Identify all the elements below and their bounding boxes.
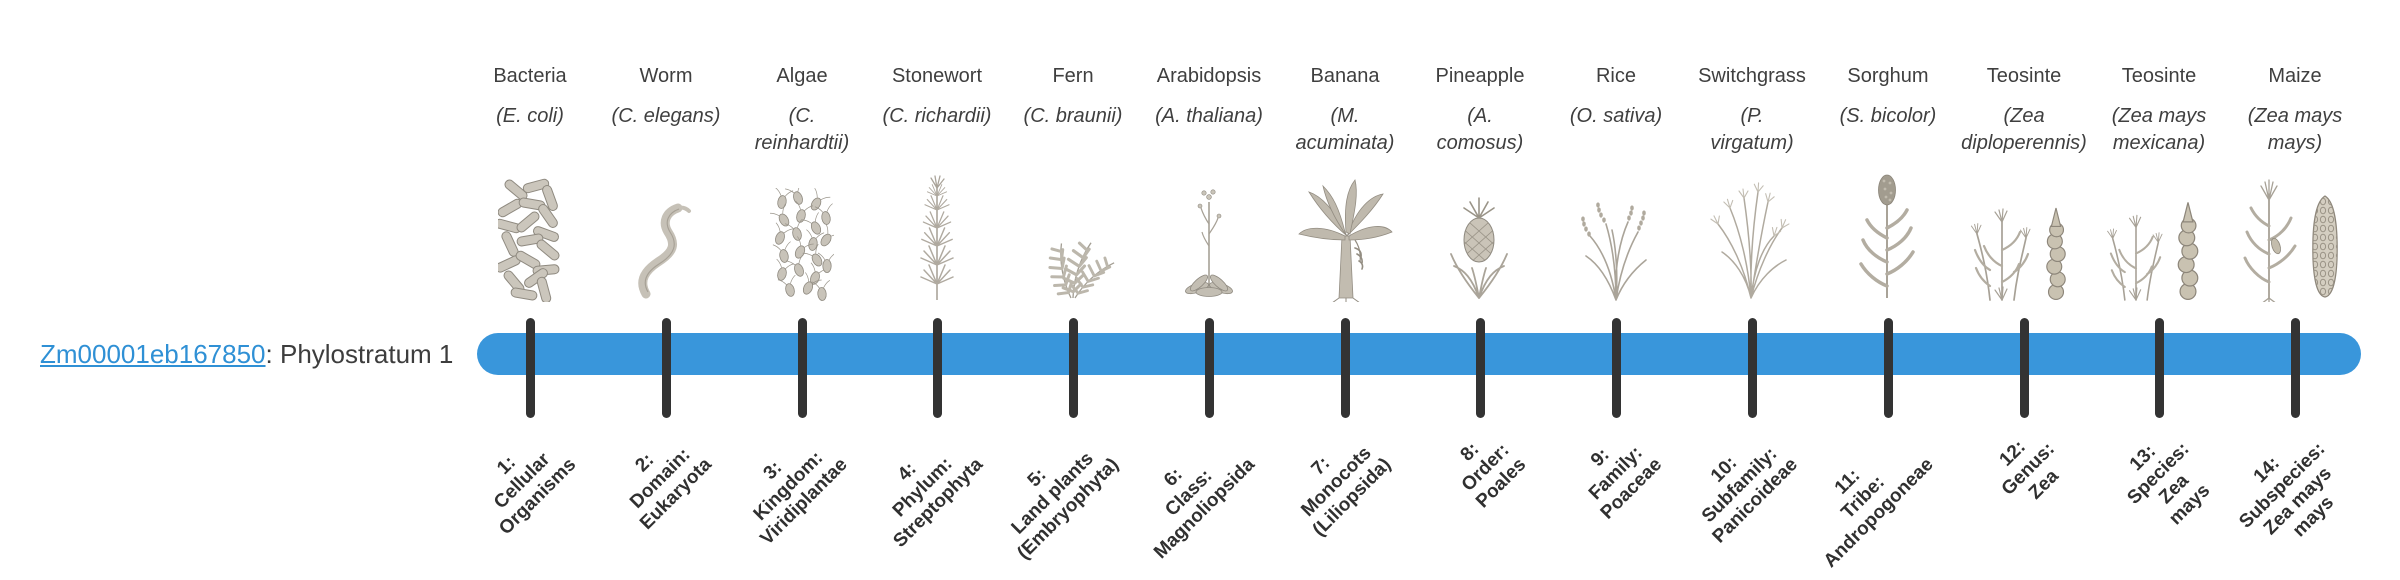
gene-link[interactable]: Zm00001eb167850 <box>40 339 266 369</box>
phylostratum-bar <box>477 333 2361 375</box>
tick-mark <box>1748 318 1757 418</box>
organism-name: Teosinte <box>2121 65 2197 87</box>
tick-mark <box>1341 318 1350 418</box>
rank-label: 8: Order: Poales <box>1456 438 1530 513</box>
organism-name: Sorghum <box>1847 65 1929 87</box>
tick-mark <box>933 318 942 418</box>
teosinte-diploperennis-illustration <box>1954 160 2094 302</box>
organism-species: (C. braunii) <box>1023 105 1123 127</box>
organism-label: Banana (M. acuminata) <box>1260 64 1430 157</box>
tick-mark <box>2020 318 2029 418</box>
organism-label: Maize (Zea mays mays) <box>2210 64 2380 157</box>
phylostratum-text: : Phylostratum 1 <box>265 339 454 369</box>
organism-name: Banana <box>1310 65 1380 87</box>
rank-label: 1: Cellular Organisms <box>489 449 580 540</box>
fern-illustration <box>1003 160 1143 302</box>
tick-mark <box>1612 318 1621 418</box>
tick-mark <box>1884 318 1893 418</box>
bacteria-illustration <box>460 160 600 302</box>
organism-species: (C. reinhardtii) <box>754 105 850 154</box>
tick-mark <box>2291 318 2300 418</box>
algae-illustration <box>732 160 872 302</box>
switchgrass-illustration <box>1682 160 1822 302</box>
organism-name: Worm <box>639 65 693 87</box>
organism-name: Maize <box>2268 65 2322 87</box>
organism-species: (O. sativa) <box>1569 105 1663 127</box>
rank-label: 6: Class: Magnoliopsida <box>1150 454 1259 564</box>
organism-name: Fern <box>1052 65 1094 87</box>
rank-label: 14: Subspecies: Zea mays mays <box>2235 438 2339 542</box>
organism-label: Teosinte (Zea diploperennis) <box>1939 64 2109 157</box>
organism-name: Teosinte <box>1986 65 2062 87</box>
organism-label: Fern (C. braunii) <box>988 64 1158 130</box>
rank-label: 2: Domain: Eukaryota <box>626 444 716 534</box>
rank-label: 3: Kingdom: Viridiplantae <box>750 447 852 550</box>
organism-species: (P. virgatum) <box>1710 105 1794 154</box>
maize-illustration <box>2225 160 2365 302</box>
worm-illustration <box>596 160 736 302</box>
banana-illustration <box>1275 160 1415 302</box>
organism-species: (C. elegans) <box>611 105 721 127</box>
rank-label: 5: Land plants (Embryophyta) <box>1007 448 1123 564</box>
tick-mark <box>2155 318 2164 418</box>
organism-species: (Zea mays mexicana) <box>2111 105 2207 154</box>
rank-label: 7: Monocots (Liliopsida) <box>1297 442 1395 541</box>
organism-name: Bacteria <box>493 65 567 87</box>
organism-label: Algae (C. reinhardtii) <box>717 64 887 157</box>
teosinte-mexicana-illustration <box>2089 160 2229 302</box>
rank-label: 12: Genus: Zea <box>1995 436 2063 504</box>
organism-species: (C. richardii) <box>882 105 992 127</box>
organism-label: Sorghum (S. bicolor) <box>1803 64 1973 130</box>
rank-label: 10: Subfamily: Panicoideae <box>1698 443 1802 548</box>
organism-species: (E. coli) <box>496 105 564 127</box>
organism-label: Pineapple (A. comosus) <box>1395 64 1565 157</box>
organism-label: Bacteria (E. coli) <box>445 64 615 130</box>
organism-label: Switchgrass (P. virgatum) <box>1667 64 1837 157</box>
rice-illustration <box>1546 160 1686 302</box>
sorghum-illustration <box>1818 160 1958 302</box>
organism-name: Arabidopsis <box>1156 65 1262 87</box>
organism-name: Algae <box>776 65 828 87</box>
tick-mark <box>1069 318 1078 418</box>
rank-label: 9: Family: Poaceae <box>1584 442 1666 524</box>
organism-species: (Zea diploperennis) <box>1961 105 2087 154</box>
organism-label: Teosinte (Zea mays mexicana) <box>2074 64 2244 157</box>
organism-species: (S. bicolor) <box>1839 105 1937 127</box>
organism-label: Rice (O. sativa) <box>1531 64 1701 130</box>
tick-mark <box>526 318 535 418</box>
organism-species: (Zea mays mays) <box>2247 105 2343 154</box>
rank-label: 4: Phylum: Streptophyta <box>888 453 987 552</box>
organism-species: (A. comosus) <box>1436 105 1524 154</box>
tick-mark <box>798 318 807 418</box>
tick-mark <box>662 318 671 418</box>
stonewort-illustration <box>867 160 1007 302</box>
tick-mark <box>1205 318 1214 418</box>
organism-label: Arabidopsis (A. thaliana) <box>1124 64 1294 130</box>
organism-name: Pineapple <box>1435 65 1525 87</box>
organism-name: Stonewort <box>891 65 983 87</box>
pineapple-illustration <box>1410 160 1550 302</box>
organism-species: (M. acuminata) <box>1295 105 1395 154</box>
organism-label: Worm (C. elegans) <box>581 64 751 130</box>
organism-name: Rice <box>1595 65 1636 87</box>
arabidopsis-illustration <box>1139 160 1279 302</box>
gene-label: Zm00001eb167850: Phylostratum 1 <box>40 336 453 372</box>
rank-label: 13: Species: Zea mays <box>2123 438 2215 530</box>
organism-species: (A. thaliana) <box>1155 105 1263 127</box>
rank-label: 11: Tribe: Andropogoneae <box>1820 454 1938 572</box>
organism-label: Stonewort (C. richardii) <box>852 64 1022 130</box>
tick-mark <box>1476 318 1485 418</box>
organism-name: Switchgrass <box>1698 65 1806 87</box>
